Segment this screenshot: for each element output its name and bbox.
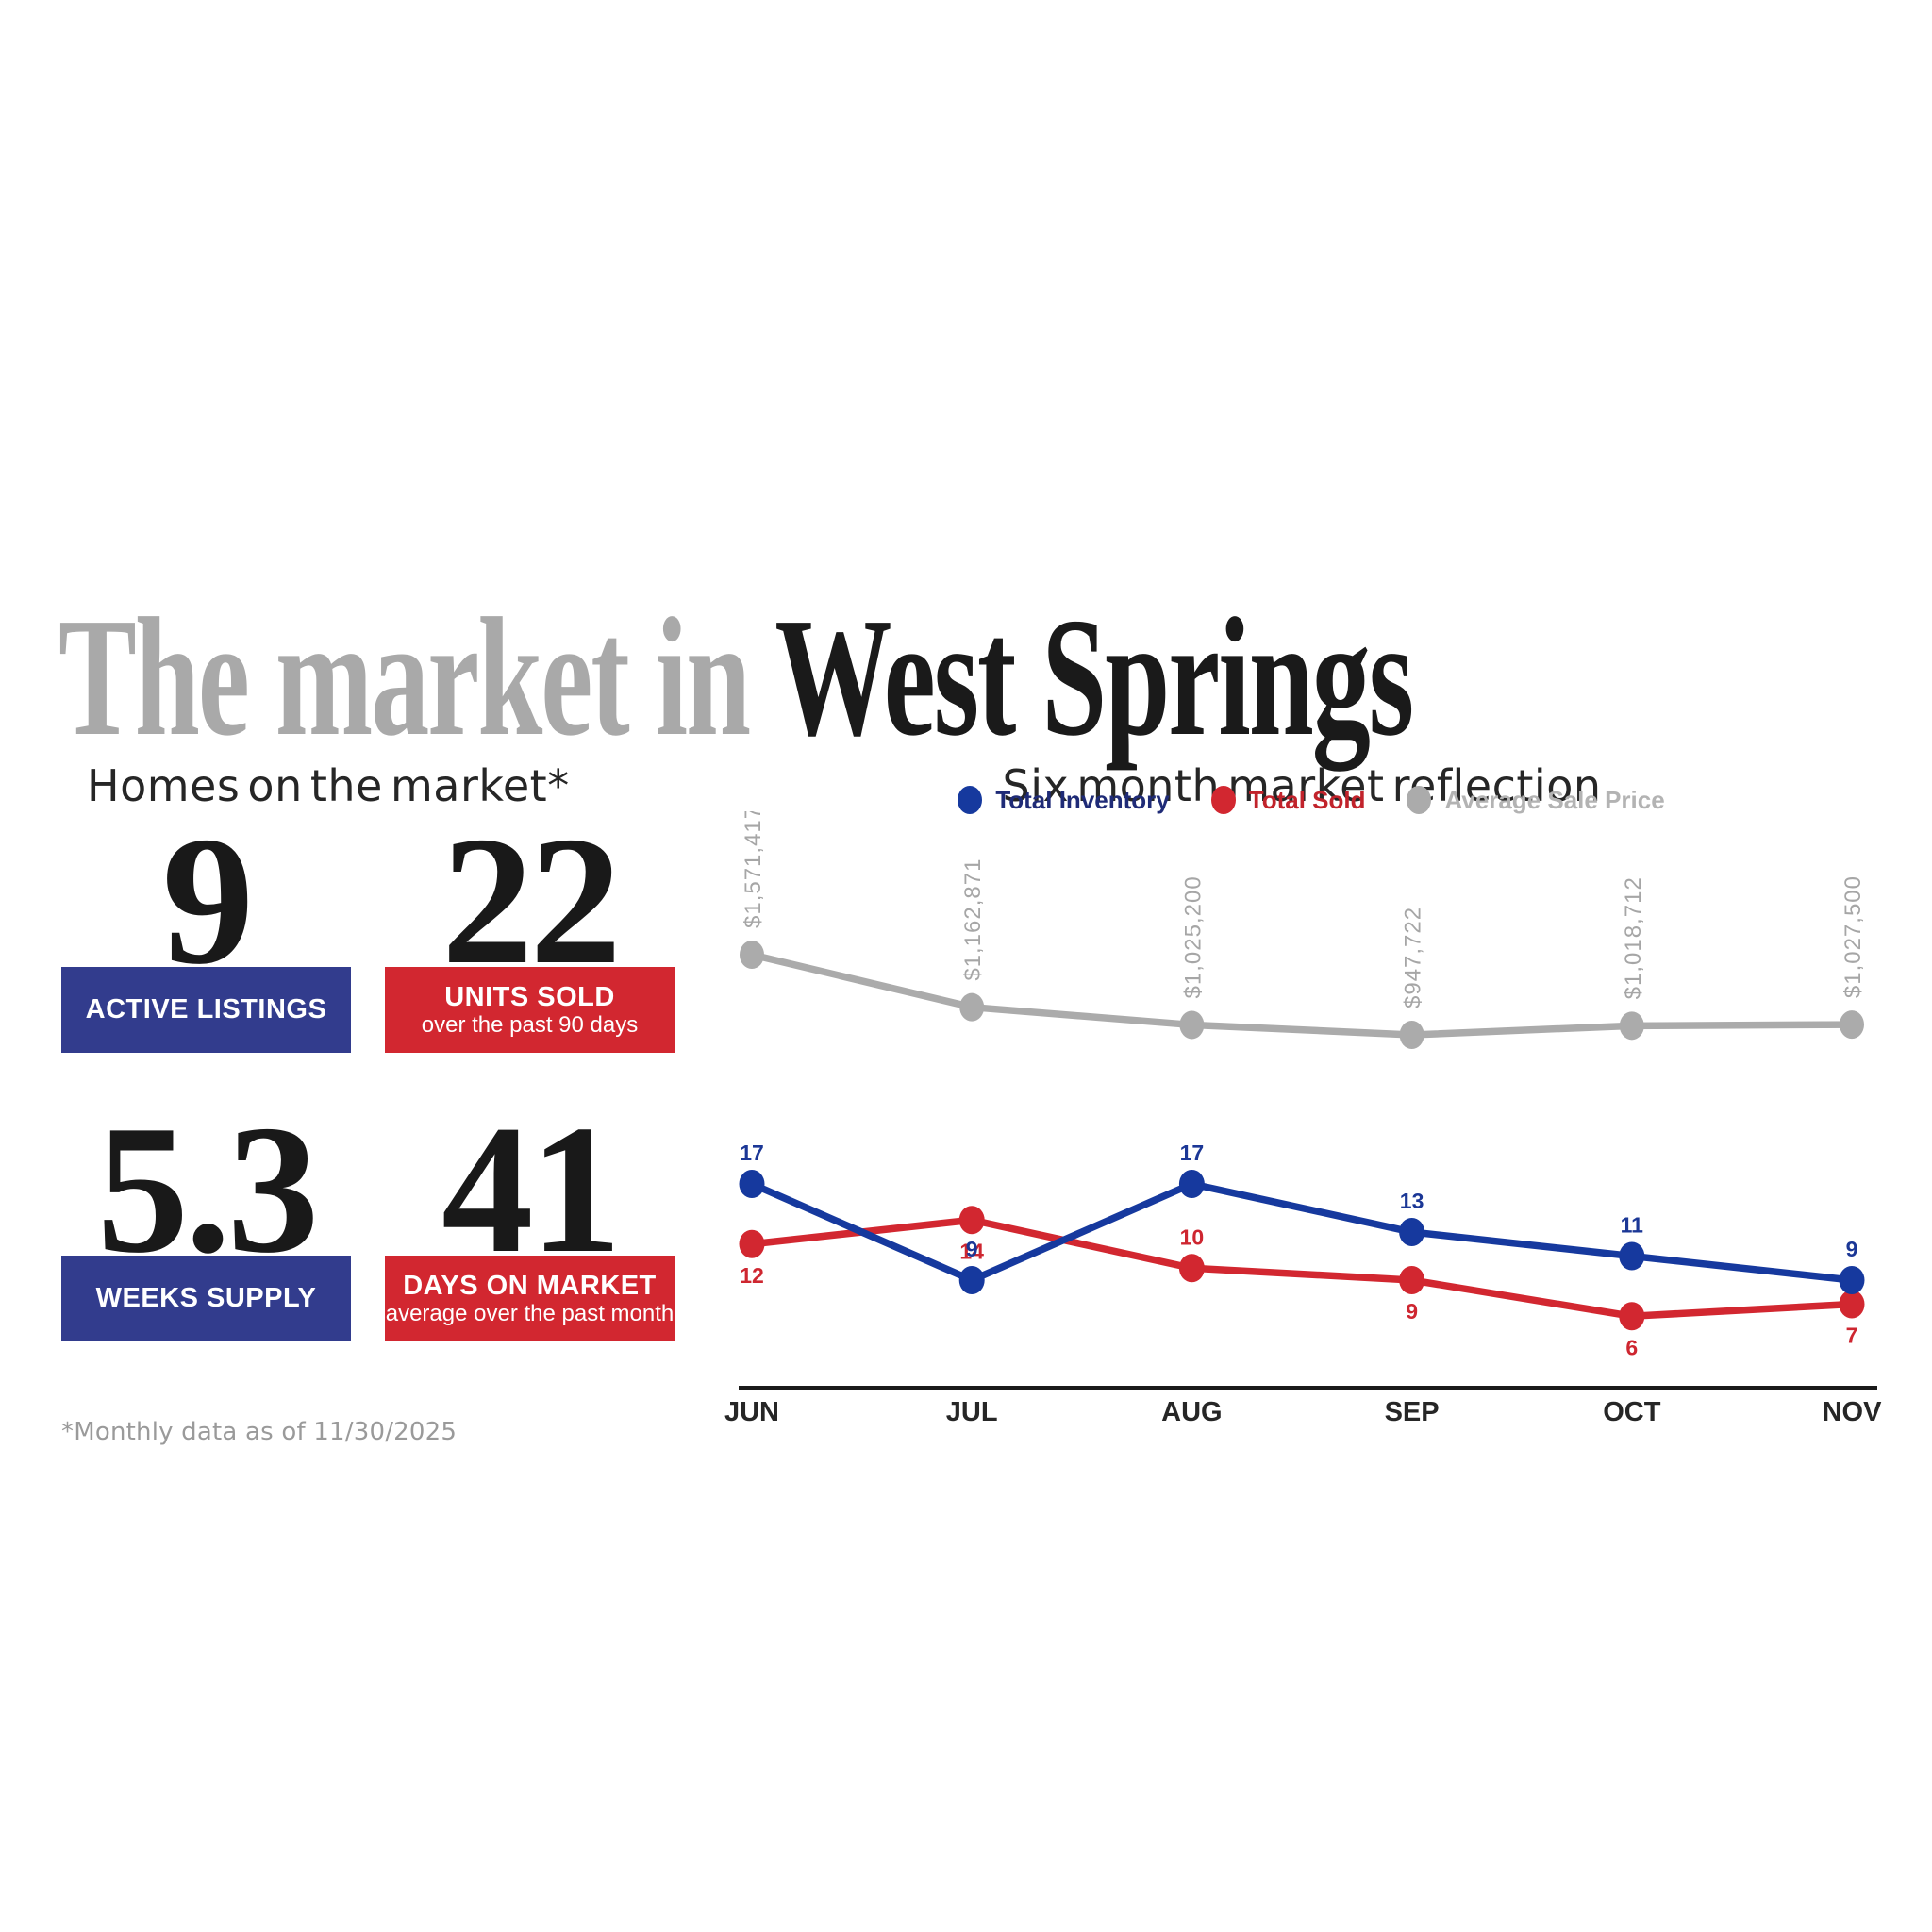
footnote: *Monthly data as of 11/30/2025 <box>61 1418 458 1446</box>
stat-weeks-supply: 5.3 WEEKS SUPPLY <box>61 1087 351 1341</box>
total-inventory-point <box>1178 1170 1205 1198</box>
stat-sublabel: over the past 90 days <box>421 1011 639 1038</box>
total-inventory-value-label: 9 <box>1846 1237 1858 1261</box>
average-sale-price-point <box>959 992 985 1022</box>
total-sold-point <box>1839 1290 1865 1319</box>
legend-label: Total Sold <box>1248 786 1366 814</box>
legend-label: Average Sale Price <box>1444 786 1665 814</box>
stat-label-box: DAYS ON MARKET average over the past mon… <box>385 1256 675 1341</box>
average-sale-price-dot-icon <box>1407 786 1432 814</box>
average-sale-price-point <box>1619 1011 1644 1041</box>
stat-value: 41 <box>441 1087 622 1291</box>
stat-label-box: WEEKS SUPPLY <box>61 1256 351 1341</box>
total-inventory-value-label: 11 <box>1621 1213 1644 1238</box>
total-sold-point <box>1619 1302 1645 1331</box>
stat-label-box: UNITS SOLD over the past 90 days <box>385 967 675 1053</box>
total-inventory-point <box>958 1266 985 1294</box>
stat-value: 9 <box>161 798 255 1003</box>
page-title-location: West Springs <box>774 582 1414 771</box>
total-sold-value-label: 6 <box>1625 1335 1638 1359</box>
stat-label-box: ACTIVE LISTINGS <box>61 967 351 1053</box>
legend-label: Total Inventory <box>995 786 1170 814</box>
stat-label: WEEKS SUPPLY <box>95 1283 317 1314</box>
stat-sublabel: average over the past month <box>385 1300 675 1326</box>
average-sale-price-point <box>740 941 764 969</box>
total-sold-line <box>751 1216 1853 1321</box>
x-axis-label: SEP <box>1385 1397 1440 1427</box>
total-sold-value-label: 7 <box>1846 1324 1858 1348</box>
total-inventory-point <box>1399 1218 1425 1246</box>
total-sold-dot-icon <box>1210 786 1236 814</box>
x-axis-label: AUG <box>1161 1397 1222 1427</box>
page-title-prefix: The market in <box>58 582 751 771</box>
average-sale-price-label: $1,027,500 <box>1840 875 1866 998</box>
total-inventory-point <box>1619 1241 1645 1271</box>
stat-value: 22 <box>441 798 622 1003</box>
total-inventory-dot-icon <box>958 786 983 814</box>
stat-units-sold: 22 UNITS SOLD over the past 90 days <box>385 798 675 1053</box>
six-month-market-chart: $1,571,417 $1,162,871 $1,025,200 $947,722 $1… <box>724 811 1883 1427</box>
average-sale-price-label: $1,162,871 <box>960 858 986 981</box>
total-inventory-value-label: 17 <box>1180 1141 1205 1165</box>
x-axis-label: NOV <box>1823 1397 1883 1427</box>
stats-section-heading: Homes on the market* <box>87 760 570 812</box>
average-sale-price-label: $1,571,417 <box>741 811 766 928</box>
average-sale-price-point <box>1399 1021 1424 1049</box>
average-sale-price-label: $1,025,200 <box>1180 875 1206 998</box>
stat-label: DAYS ON MARKET <box>403 1271 657 1302</box>
total-sold-point <box>1178 1254 1205 1283</box>
legend-item-average-sale-price: Average Sale Price <box>1407 786 1665 814</box>
stat-label: UNITS SOLD <box>444 982 615 1013</box>
total-inventory-point <box>739 1170 765 1198</box>
total-sold-point <box>958 1206 985 1235</box>
total-sold-value-label: 9 <box>1406 1299 1418 1324</box>
chart-title: Six month market reflection <box>1002 760 1602 812</box>
x-axis-label: OCT <box>1603 1397 1661 1427</box>
average-sale-price-point <box>1179 1010 1205 1040</box>
average-sale-price-label: $947,722 <box>1401 907 1426 1008</box>
total-inventory-line <box>750 1180 1853 1285</box>
total-inventory-value-label: 17 <box>740 1141 764 1165</box>
total-inventory-point <box>1839 1266 1865 1294</box>
total-sold-value-label: 10 <box>1180 1224 1205 1249</box>
total-sold-value-label: 12 <box>740 1263 764 1288</box>
total-inventory-value-label: 9 <box>966 1237 978 1261</box>
legend-item-total-inventory: Total Inventory <box>958 786 1170 814</box>
stat-active-listings: 9 ACTIVE LISTINGS <box>61 798 351 1053</box>
legend-item-total-sold: Total Sold <box>1210 786 1366 814</box>
chart-legend: Total Inventory Total Sold Average Sale … <box>953 786 1670 814</box>
total-sold-point <box>1399 1266 1425 1294</box>
stat-days-on-market: 41 DAYS ON MARKET average over the past … <box>385 1087 675 1341</box>
total-sold-value-label: 14 <box>959 1239 984 1263</box>
average-sale-price-label: $1,018,712 <box>1621 876 1646 999</box>
x-axis-label: JUN <box>724 1397 779 1427</box>
average-sale-price-point <box>1840 1010 1864 1040</box>
total-sold-point <box>739 1229 765 1258</box>
average-sale-price-line <box>751 951 1853 1039</box>
stat-value: 5.3 <box>96 1087 320 1291</box>
x-axis-label: JUL <box>946 1397 998 1427</box>
total-inventory-value-label: 13 <box>1400 1189 1424 1213</box>
page-title: The market in West Springs <box>58 591 1414 762</box>
stat-label: ACTIVE LISTINGS <box>85 994 327 1025</box>
